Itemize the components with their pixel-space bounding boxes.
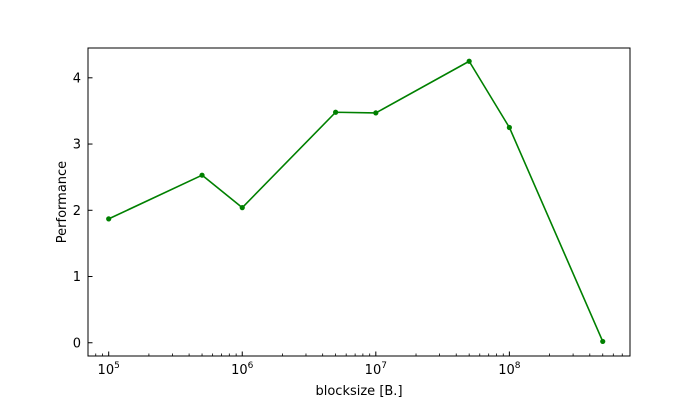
y-tick-label: 3 bbox=[73, 138, 81, 153]
data-point bbox=[373, 110, 379, 116]
data-point bbox=[506, 124, 512, 131]
data-point bbox=[199, 172, 205, 178]
y-tick-label: 2 bbox=[73, 204, 81, 219]
data-point bbox=[106, 216, 112, 222]
data-point bbox=[600, 338, 606, 345]
x-tick-label: 108 bbox=[498, 361, 521, 378]
x-tick-label: 106 bbox=[231, 361, 254, 378]
plot-area: 105 106 107 108 0 1 2 3 4 bbox=[73, 47, 631, 378]
data-point bbox=[333, 109, 339, 115]
x-tick-label: 105 bbox=[98, 361, 120, 378]
plot-frame bbox=[87, 47, 631, 357]
y-tick-label: 1 bbox=[73, 270, 81, 285]
data-point bbox=[239, 205, 245, 211]
x-minor-ticks bbox=[87, 353, 631, 356]
y-tick-label: 0 bbox=[73, 336, 81, 351]
y-tick-label: 4 bbox=[73, 71, 81, 86]
x-tick-label: 107 bbox=[365, 361, 387, 378]
series-layer bbox=[106, 58, 606, 345]
data-point bbox=[466, 58, 472, 64]
y-axis-label: Performance bbox=[55, 161, 70, 243]
series-line bbox=[108, 60, 604, 342]
x-axis-label: blocksize [B.] bbox=[315, 384, 402, 399]
y-axis-ticks: 0 1 2 3 4 bbox=[73, 71, 93, 351]
x-axis-ticks: 105 106 107 108 bbox=[98, 351, 521, 378]
